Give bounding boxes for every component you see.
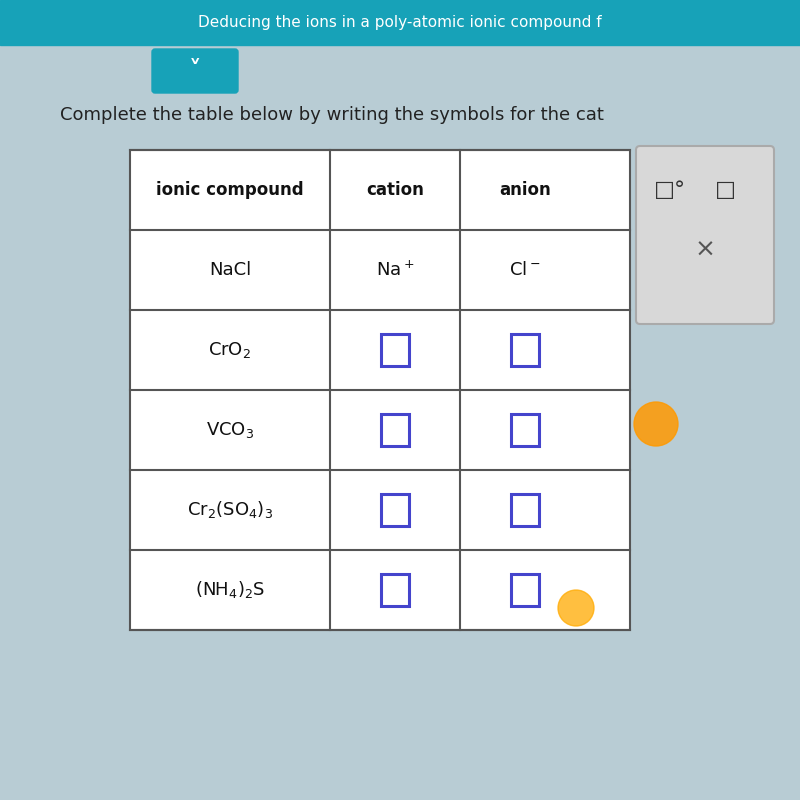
Text: Cl$^-$: Cl$^-$ [510, 261, 541, 279]
FancyBboxPatch shape [152, 49, 238, 93]
Text: (NH$_4$)$_2$S: (NH$_4$)$_2$S [195, 579, 265, 601]
Text: cation: cation [366, 181, 424, 199]
FancyBboxPatch shape [381, 334, 409, 366]
FancyBboxPatch shape [381, 414, 409, 446]
Bar [130, 150, 630, 630]
Text: ×: × [694, 238, 715, 262]
Text: VCO$_3$: VCO$_3$ [206, 420, 254, 440]
FancyBboxPatch shape [381, 494, 409, 526]
FancyBboxPatch shape [511, 574, 539, 606]
Text: ˅: ˅ [189, 59, 202, 83]
Text: □: □ [714, 180, 735, 200]
Text: NaCl: NaCl [209, 261, 251, 279]
Text: anion: anion [499, 181, 551, 199]
Text: Complete the table below by writing the symbols for the cat: Complete the table below by writing the … [60, 106, 604, 124]
Circle shape [558, 590, 594, 626]
FancyBboxPatch shape [636, 146, 774, 324]
FancyBboxPatch shape [511, 414, 539, 446]
Text: ionic compound: ionic compound [156, 181, 304, 199]
Bar [0, 0, 800, 45]
FancyBboxPatch shape [511, 334, 539, 366]
FancyBboxPatch shape [511, 494, 539, 526]
FancyBboxPatch shape [381, 574, 409, 606]
Text: Deducing the ions in a poly-atomic ionic compound f: Deducing the ions in a poly-atomic ionic… [198, 15, 602, 30]
Text: Na$^+$: Na$^+$ [376, 260, 414, 280]
Text: CrO$_2$: CrO$_2$ [209, 340, 251, 360]
Text: Cr$_2$(SO$_4$)$_3$: Cr$_2$(SO$_4$)$_3$ [187, 499, 273, 521]
Text: □°: □° [654, 180, 686, 200]
Circle shape [634, 402, 678, 446]
